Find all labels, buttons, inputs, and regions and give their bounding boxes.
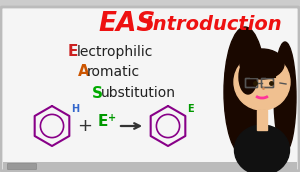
Ellipse shape	[274, 42, 296, 152]
Text: lectrophilic: lectrophilic	[77, 45, 153, 59]
Text: H: H	[71, 104, 79, 114]
Text: romatic: romatic	[87, 65, 140, 79]
Text: Introduction: Introduction	[132, 14, 282, 34]
Text: S: S	[92, 85, 103, 100]
Text: E: E	[68, 45, 78, 60]
Circle shape	[234, 54, 290, 110]
Text: +: +	[77, 117, 92, 135]
Ellipse shape	[239, 60, 257, 94]
Text: EAS: EAS	[98, 11, 155, 37]
Text: A: A	[78, 64, 90, 79]
Text: E: E	[98, 115, 108, 130]
FancyBboxPatch shape	[8, 164, 37, 169]
Text: +: +	[108, 113, 116, 123]
Text: ubstitution: ubstitution	[101, 86, 176, 100]
FancyBboxPatch shape	[1, 7, 299, 171]
FancyBboxPatch shape	[3, 162, 297, 170]
Ellipse shape	[240, 49, 284, 79]
Text: E: E	[187, 104, 194, 114]
Bar	[257, 110, 267, 130]
Ellipse shape	[224, 27, 266, 157]
Ellipse shape	[235, 125, 290, 172]
